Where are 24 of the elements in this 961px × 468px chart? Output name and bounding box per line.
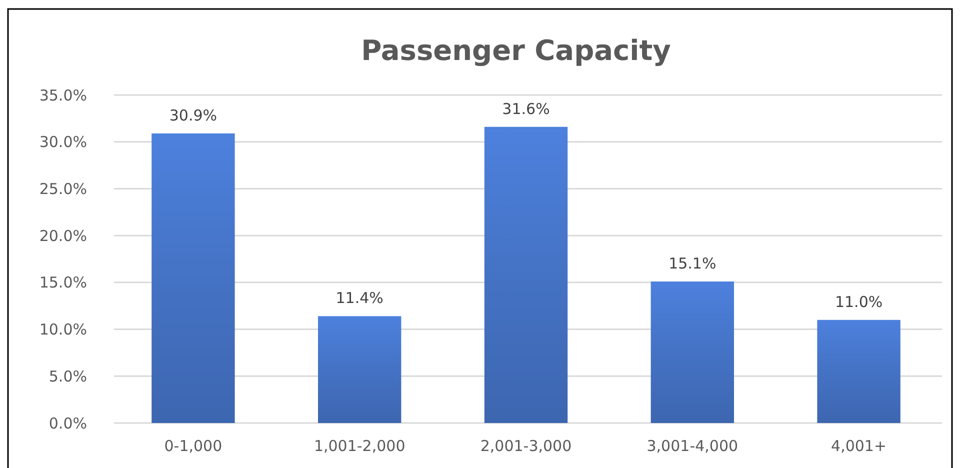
y-tick-label: 5.0% bbox=[48, 367, 87, 386]
data-label: 11.0% bbox=[834, 292, 883, 311]
data-label: 30.9% bbox=[169, 106, 218, 124]
x-tick-label: 4,001+ bbox=[831, 437, 887, 455]
y-tick-label: 35.0% bbox=[39, 86, 87, 104]
chart-title: Passenger Capacity bbox=[361, 34, 671, 67]
bar bbox=[318, 316, 402, 423]
bar bbox=[484, 126, 568, 423]
x-tick-label: 1,001-2,000 bbox=[314, 437, 406, 455]
bar bbox=[152, 133, 235, 423]
x-tick-label: 2,001-3,000 bbox=[480, 437, 572, 455]
bar bbox=[817, 320, 900, 423]
x-tick-label: 3,001-4,000 bbox=[646, 437, 738, 455]
y-tick-label: 25.0% bbox=[39, 180, 87, 198]
data-label: 11.4% bbox=[336, 289, 384, 308]
y-tick-label: 20.0% bbox=[39, 226, 87, 245]
x-tick-label: 0-1,000 bbox=[164, 437, 222, 455]
data-label: 15.1% bbox=[668, 254, 716, 272]
data-label: 31.6% bbox=[502, 100, 550, 118]
y-tick-label: 10.0% bbox=[39, 320, 87, 339]
bar bbox=[650, 281, 734, 423]
y-tick-label: 15.0% bbox=[39, 274, 87, 292]
y-tick-label: 30.0% bbox=[39, 133, 87, 152]
y-tick-label: 0.0% bbox=[48, 414, 87, 432]
